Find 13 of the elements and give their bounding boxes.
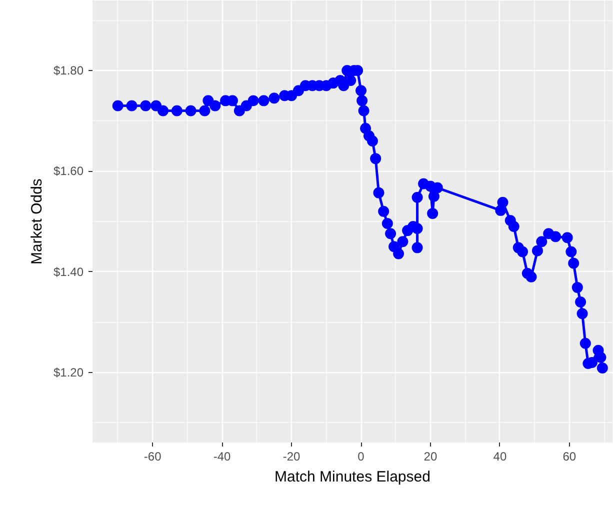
x-tick-label: 20 bbox=[424, 450, 438, 464]
y-tick-label: $1.60 bbox=[53, 164, 84, 178]
x-tick-label: -40 bbox=[213, 450, 232, 464]
x-tick-label: -60 bbox=[144, 450, 162, 464]
y-axis-title: Market Odds bbox=[28, 178, 46, 264]
x-tick-label: 40 bbox=[493, 450, 507, 464]
y-tick-label: $1.40 bbox=[53, 264, 84, 279]
y-tick-label: $1.20 bbox=[53, 366, 84, 380]
x-tick-label: 60 bbox=[562, 450, 576, 464]
x-axis-title: Match Minutes Elapsed bbox=[274, 468, 430, 486]
x-tick-label: 0 bbox=[358, 450, 365, 464]
y-tick-label: $1.80 bbox=[53, 63, 84, 78]
x-tick-label: -20 bbox=[282, 450, 301, 464]
